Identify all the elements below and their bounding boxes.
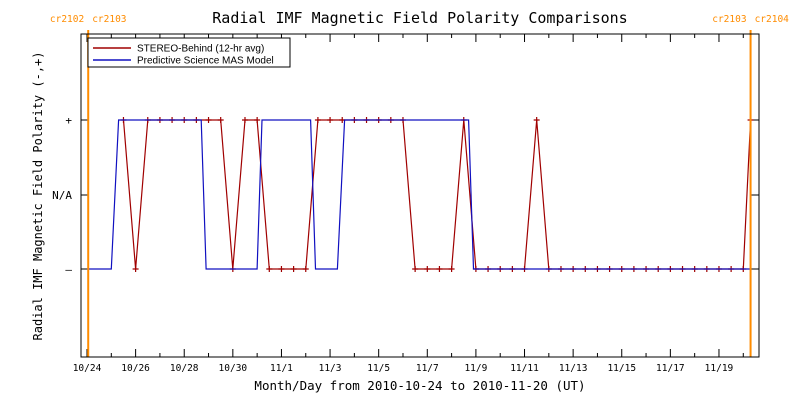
x-tick-label: 10/28 [170, 363, 199, 374]
x-tick-label: 11/17 [656, 363, 685, 374]
y-tick-label: N/A [52, 189, 72, 202]
x-axis-label: Month/Day from 2010-10-24 to 2010-11-20 … [254, 378, 585, 393]
rotation-left-label: cr2103 [712, 14, 746, 25]
rotation-layer: cr2102 cr2103 cr2103 cr2104 [50, 14, 789, 357]
x-tick-label: 10/26 [121, 363, 150, 374]
data-point [290, 266, 297, 272]
data-point [412, 266, 419, 272]
data-point [424, 266, 431, 272]
x-tick-label: 11/19 [705, 363, 734, 374]
data-point [448, 266, 455, 272]
rotation-left-label: cr2102 [50, 14, 84, 25]
axis-layer: 10/24 10/26 10/28 10/30 11/1 11/3 11/5 11/7 11/9… [52, 34, 759, 374]
data-point [205, 117, 212, 123]
legend-label-1: Predictive Science MAS Model [137, 56, 274, 67]
data-point [302, 266, 309, 272]
x-tick-label: 11/11 [510, 363, 539, 374]
rotation-right-label: cr2103 [92, 14, 126, 25]
legend-label-0: STEREO-Behind (12-hr avg) [137, 44, 264, 55]
legend-box [87, 37, 291, 68]
x-tick-label: 11/1 [270, 363, 293, 374]
data-point [327, 117, 334, 123]
data-point [254, 117, 261, 123]
y-tick-label: – [65, 263, 72, 276]
x-tick-label: 11/5 [367, 363, 390, 374]
series-line-1 [87, 119, 751, 270]
x-tick-label: 10/30 [219, 363, 248, 374]
x-tick-label: 11/7 [416, 363, 439, 374]
x-tick-label: 10/24 [73, 363, 102, 374]
series-layer [87, 117, 754, 272]
data-point [314, 117, 321, 123]
x-tick-label: 11/13 [559, 363, 588, 374]
plot-frame [80, 33, 760, 358]
data-point [266, 266, 273, 272]
chart-title: Radial IMF Magnetic Field Polarity Compa… [212, 9, 627, 27]
data-point [241, 117, 248, 123]
data-point [436, 266, 443, 272]
y-axis-label: Radial IMF Magnetic Field Polarity (-,+) [31, 52, 45, 341]
x-tick-label: 11/15 [607, 363, 636, 374]
x-tick-label: 11/3 [319, 363, 342, 374]
y-tick-label: + [65, 114, 72, 127]
x-tick-label: 11/9 [464, 363, 487, 374]
data-point [217, 117, 224, 123]
legend: STEREO-Behind (12-hr avg)Predictive Scie… [87, 37, 291, 68]
data-point [278, 266, 285, 272]
data-point [132, 266, 139, 272]
data-point [533, 117, 540, 123]
rotation-right-label: cr2104 [755, 14, 790, 25]
